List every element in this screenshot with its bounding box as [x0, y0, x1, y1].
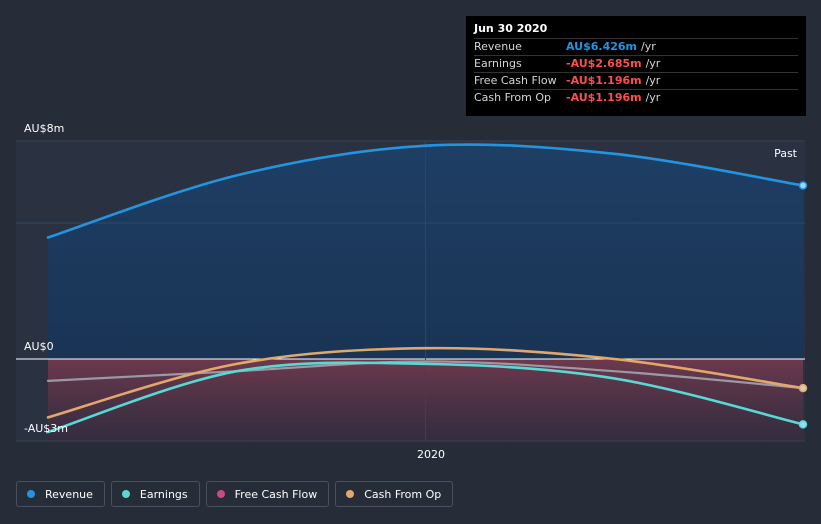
legend: Revenue Earnings Free Cash Flow Cash Fro… — [16, 481, 454, 507]
revenue-end-point — [798, 181, 808, 190]
tooltip-unit: /yr — [645, 91, 661, 104]
tooltip-unit: /yr — [645, 74, 661, 87]
legend-item-free-cash-flow[interactable]: Free Cash Flow — [205, 481, 330, 507]
tooltip-row-free-cash-flow: Free Cash Flow -AU$1.196m /yr — [474, 72, 798, 89]
legend-label: Cash From Op — [364, 487, 442, 501]
earnings-line — [46, 361, 805, 434]
tooltip-unit: /yr — [645, 57, 661, 70]
legend-label: Free Cash Flow — [234, 487, 318, 501]
tooltip-row-earnings: Earnings -AU$2.685m /yr — [474, 55, 798, 72]
cash-from-op-line — [46, 346, 805, 419]
y-tick-label-zero: AU$0 — [24, 340, 54, 353]
tooltip-value: -AU$1.196m — [566, 74, 642, 87]
revenue-line — [46, 143, 805, 239]
legend-dot-icon — [27, 490, 35, 498]
tooltip-label: Revenue — [474, 40, 522, 53]
legend-label: Revenue — [45, 487, 93, 501]
tooltip-row-cash-from-op: Cash From Op -AU$1.196m /yr — [474, 89, 798, 106]
tooltip-value: AU$6.426m — [566, 40, 638, 53]
free-cash-flow-line — [46, 360, 805, 390]
tooltip-value: -AU$2.685m — [566, 57, 642, 70]
cash-from-op-end-point — [798, 383, 808, 393]
tooltip-label: Free Cash Flow — [474, 74, 557, 87]
legend-dot-icon — [346, 490, 355, 498]
legend-item-earnings[interactable]: Earnings — [110, 481, 200, 507]
legend-label: Earnings — [139, 487, 188, 501]
legend-dot-icon — [216, 490, 225, 498]
past-label: Past — [774, 147, 798, 160]
y-tick-label-bottom: -AU$3m — [24, 422, 69, 435]
tooltip-unit: /yr — [641, 40, 656, 53]
earnings-end-point — [798, 420, 808, 429]
tooltip: Jun 30 2020 Revenue AU$6.426m /yr Earnin… — [466, 16, 806, 116]
legend-dot-icon — [121, 490, 130, 498]
legend-item-cash-from-op[interactable]: Cash From Op — [335, 481, 454, 507]
y-tick-label-top: AU$8m — [24, 122, 65, 135]
legend-item-revenue[interactable]: Revenue — [16, 481, 105, 507]
tooltip-label: Cash From Op — [474, 91, 552, 104]
tooltip-row-revenue: Revenue AU$6.426m /yr — [474, 38, 798, 55]
x-tick-label-2020: 2020 — [417, 448, 445, 461]
tooltip-value: -AU$1.196m — [566, 91, 642, 104]
tooltip-date: Jun 30 2020 — [474, 22, 548, 35]
tooltip-label: Earnings — [474, 57, 522, 70]
